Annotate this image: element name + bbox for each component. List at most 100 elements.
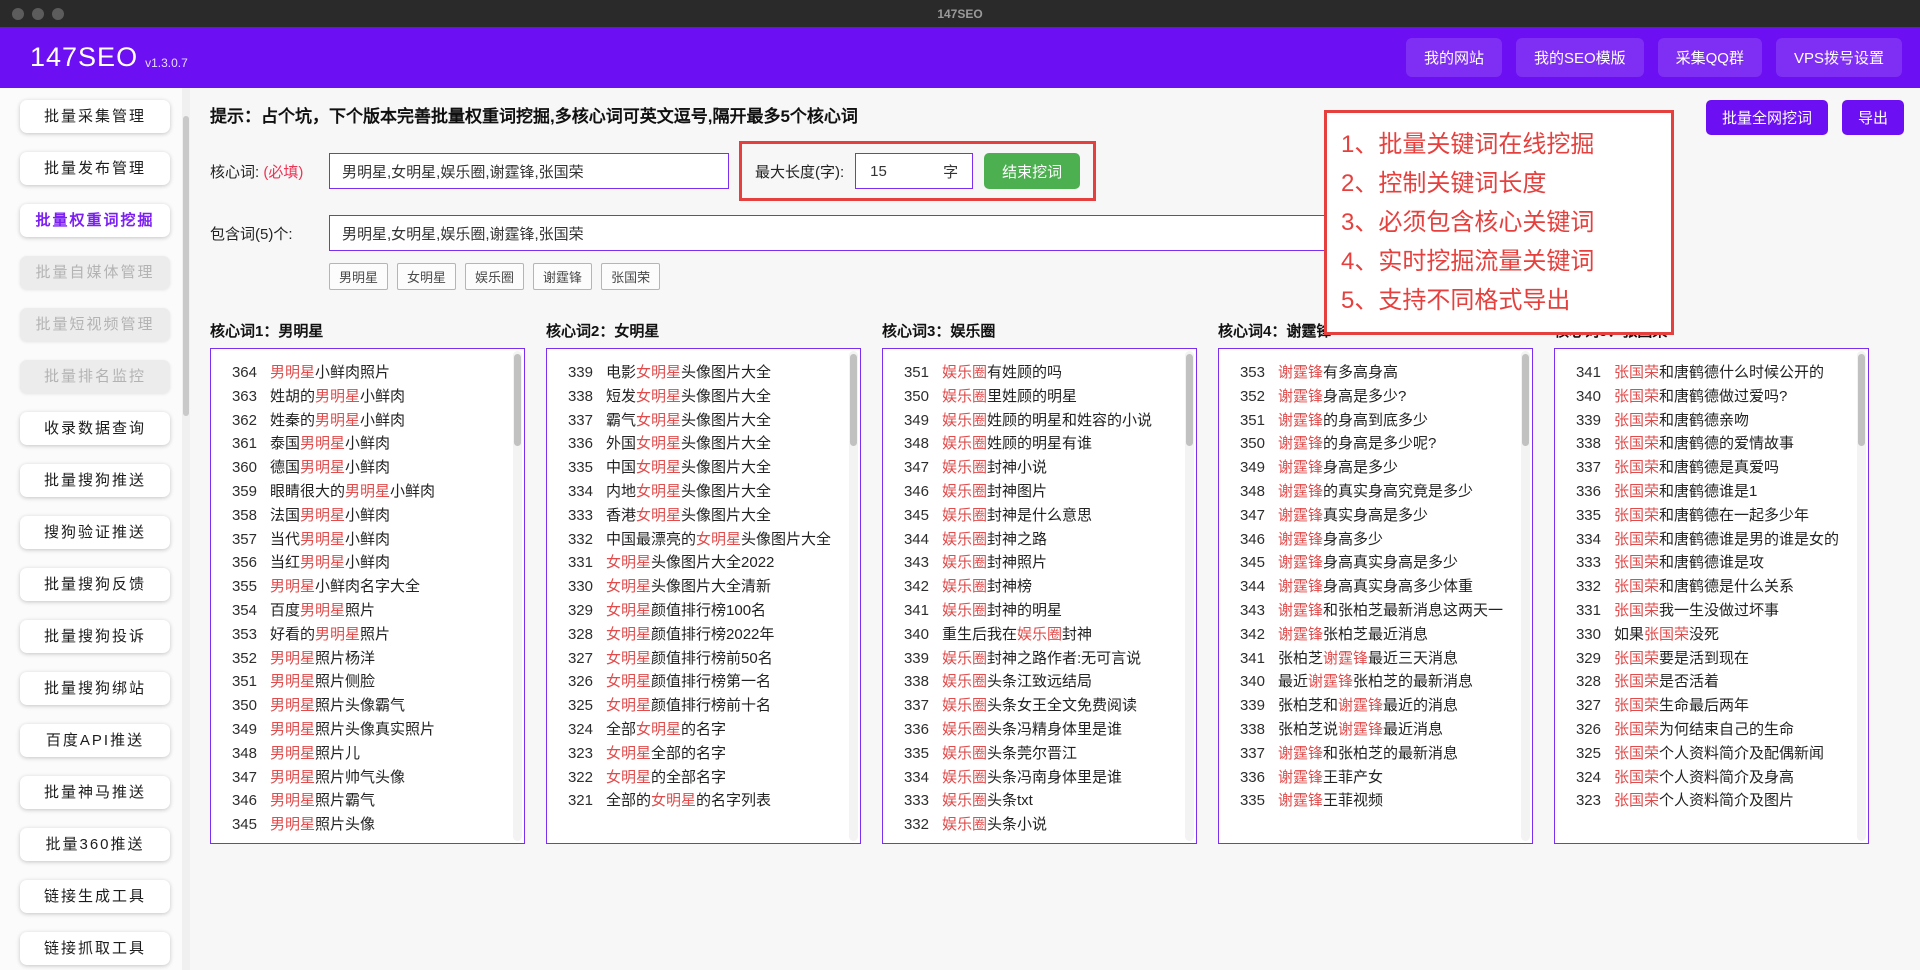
keyword-row: 335 张国荣和唐鹤德在一起多少年	[1565, 504, 1850, 528]
highlighted-keyword: 男明星	[315, 625, 361, 643]
highlighted-keyword: 娱乐圈	[942, 697, 988, 715]
keyword-text: 头条小说	[987, 816, 1048, 834]
window-titlebar: 147SEO	[0, 0, 1920, 27]
keyword-list: 353 谢霆锋有多高身高 352 谢霆锋身高是多少? 351 谢霆锋的身高到底多少 350 谢…	[1218, 348, 1533, 844]
scrollbar-track[interactable]	[1857, 351, 1866, 841]
annotation-line: 3、必须包含核心关键词	[1341, 209, 1595, 236]
highlighted-keyword: 谢霆锋	[1278, 364, 1324, 381]
close-window-icon[interactable]	[12, 7, 24, 20]
scrollbar-track[interactable]	[1521, 351, 1530, 841]
column-title: 核心词2：女明星	[546, 323, 660, 340]
stop-digging-button[interactable]: 结束挖词	[984, 153, 1081, 189]
maxlen-input[interactable]: 15 字	[855, 153, 974, 189]
sidebar-item: 批量排名监控	[20, 360, 170, 393]
scrollbar-thumb[interactable]	[1186, 354, 1193, 446]
keyword-row: 330 如果张国荣没死	[1565, 623, 1850, 647]
sidebar-item[interactable]: 批量发布管理	[20, 152, 170, 185]
highlighted-keyword: 娱乐圈	[942, 792, 988, 810]
highlighted-keyword: 张国荣	[1614, 459, 1660, 477]
nav-button[interactable]: VPS拨号设置	[1775, 38, 1902, 77]
nav-button[interactable]: 我的SEO模版	[1515, 38, 1644, 77]
highlighted-keyword: 娱乐圈	[942, 554, 988, 572]
highlighted-keyword: 娱乐圈	[942, 578, 988, 596]
export-button[interactable]: 导出	[1841, 100, 1904, 135]
scrollbar-thumb[interactable]	[1522, 354, 1529, 446]
keyword-rank: 349	[1239, 459, 1265, 477]
scrollbar-thumb[interactable]	[514, 354, 521, 446]
maxlen-annotation-frame: 最大长度(字): 15 字 结束挖词	[739, 141, 1097, 201]
scrollbar-thumb[interactable]	[850, 354, 857, 446]
keyword-row: 331 女明星头像图片大全2022	[557, 551, 842, 575]
keyword-text: 个人资料简介及身高	[1659, 768, 1795, 786]
keyword-rank: 338	[1239, 720, 1265, 738]
keyword-text: 王菲产女	[1323, 768, 1384, 786]
sidebar-item[interactable]: 批量采集管理	[20, 100, 170, 133]
core-word-input[interactable]	[329, 153, 729, 189]
sidebar-item[interactable]: 批量搜狗反馈	[20, 568, 170, 601]
keyword-row: 364 男明星小鲜肉照片	[221, 361, 506, 385]
keyword-text: 小鲜肉	[390, 482, 436, 500]
keyword-rank: 353	[231, 625, 257, 643]
sidebar-item[interactable]: 链接生成工具	[20, 880, 170, 913]
keyword-row: 335 中国女明星头像图片大全	[557, 456, 842, 480]
keyword-text: 小鲜肉	[345, 435, 391, 453]
dig-all-button[interactable]: 批量全网挖词	[1705, 100, 1828, 135]
keyword-row: 334 娱乐圈头条冯南身体里是谁	[893, 766, 1178, 790]
keyword-text: 张柏芝说	[1278, 720, 1339, 738]
keyword-text: 全部的	[606, 792, 652, 810]
keyword-rank: 341	[1239, 649, 1265, 667]
keyword-row: 339 张国荣和唐鹤德亲吻	[1565, 409, 1850, 433]
keyword-row: 333 娱乐圈头条txt	[893, 789, 1178, 813]
sidebar-item[interactable]: 链接抓取工具	[20, 932, 170, 965]
keyword-text: 是否活着	[1659, 673, 1720, 691]
sidebar-item[interactable]: 批量搜狗推送	[20, 464, 170, 497]
keyword-row: 338 张国荣和唐鹤德的爱情故事	[1565, 432, 1850, 456]
keyword-text: 香港	[606, 506, 637, 524]
keyword-row: 324 全部女明星的名字	[557, 718, 842, 742]
include-word-tag: 娱乐圈	[465, 263, 525, 290]
keyword-text: 张柏芝和	[1278, 697, 1339, 715]
sidebar-item[interactable]: 批量搜狗投诉	[20, 620, 170, 653]
sidebar-item[interactable]: 搜狗验证推送	[20, 516, 170, 549]
sidebar-item[interactable]: 百度API推送	[20, 724, 170, 757]
keyword-rank: 356	[231, 554, 257, 572]
required-mark: (必填)	[263, 163, 304, 181]
sidebar-scrollbar-track[interactable]	[182, 88, 190, 970]
sidebar-item[interactable]: 批量搜狗绑站	[20, 672, 170, 705]
keyword-row: 325 张国荣个人资料简介及配偶新闻	[1565, 742, 1850, 766]
nav-button[interactable]: 我的网站	[1405, 38, 1502, 77]
sidebar-item[interactable]: 批量神马推送	[20, 776, 170, 809]
keyword-row: 335 娱乐圈头条莞尔晋江	[893, 742, 1178, 766]
keyword-rank: 350	[1239, 435, 1265, 453]
sidebar-item[interactable]: 收录数据查询	[20, 412, 170, 445]
keyword-text: 小鲜肉	[345, 554, 391, 572]
scrollbar-track[interactable]	[849, 351, 858, 841]
scrollbar-track[interactable]	[513, 351, 522, 841]
keyword-row: 332 张国荣和唐鹤德是什么关系	[1565, 575, 1850, 599]
sidebar-scrollbar-thumb[interactable]	[183, 116, 189, 416]
keyword-text: 封神照片	[987, 554, 1048, 572]
scrollbar-thumb[interactable]	[1858, 354, 1865, 446]
scrollbar-track[interactable]	[1185, 351, 1194, 841]
keyword-row: 341 张国荣和唐鹤德什么时候公开的	[1565, 361, 1850, 385]
keyword-rank: 333	[1575, 554, 1601, 572]
keyword-rank: 344	[1239, 578, 1265, 596]
keyword-row: 350 娱乐圈里姓顾的明星	[893, 385, 1178, 409]
keyword-text: 照片头像	[315, 816, 376, 834]
keyword-row: 357 当代男明星小鲜肉	[221, 528, 506, 552]
nav-button[interactable]: 采集QQ群	[1657, 38, 1762, 77]
keyword-text: 小鲜肉	[345, 459, 391, 477]
maximize-window-icon[interactable]	[52, 7, 64, 20]
highlighted-keyword: 男明星	[270, 744, 316, 762]
sidebar-item[interactable]: 批量360推送	[20, 828, 170, 861]
minimize-window-icon[interactable]	[32, 7, 44, 20]
highlighted-keyword: 男明星	[315, 387, 361, 405]
include-word-tag: 女明星	[397, 263, 457, 290]
highlighted-keyword: 女明星	[636, 482, 682, 500]
keyword-row: 355 男明星小鲜肉名字大全	[221, 575, 506, 599]
sidebar-item[interactable]: 批量权重词挖掘	[20, 204, 170, 237]
keyword-text: 封神小说	[987, 459, 1048, 477]
keyword-rank: 335	[567, 459, 593, 477]
keyword-rank: 325	[1575, 744, 1601, 762]
annotation-line: 5、支持不同格式导出	[1341, 287, 1571, 314]
